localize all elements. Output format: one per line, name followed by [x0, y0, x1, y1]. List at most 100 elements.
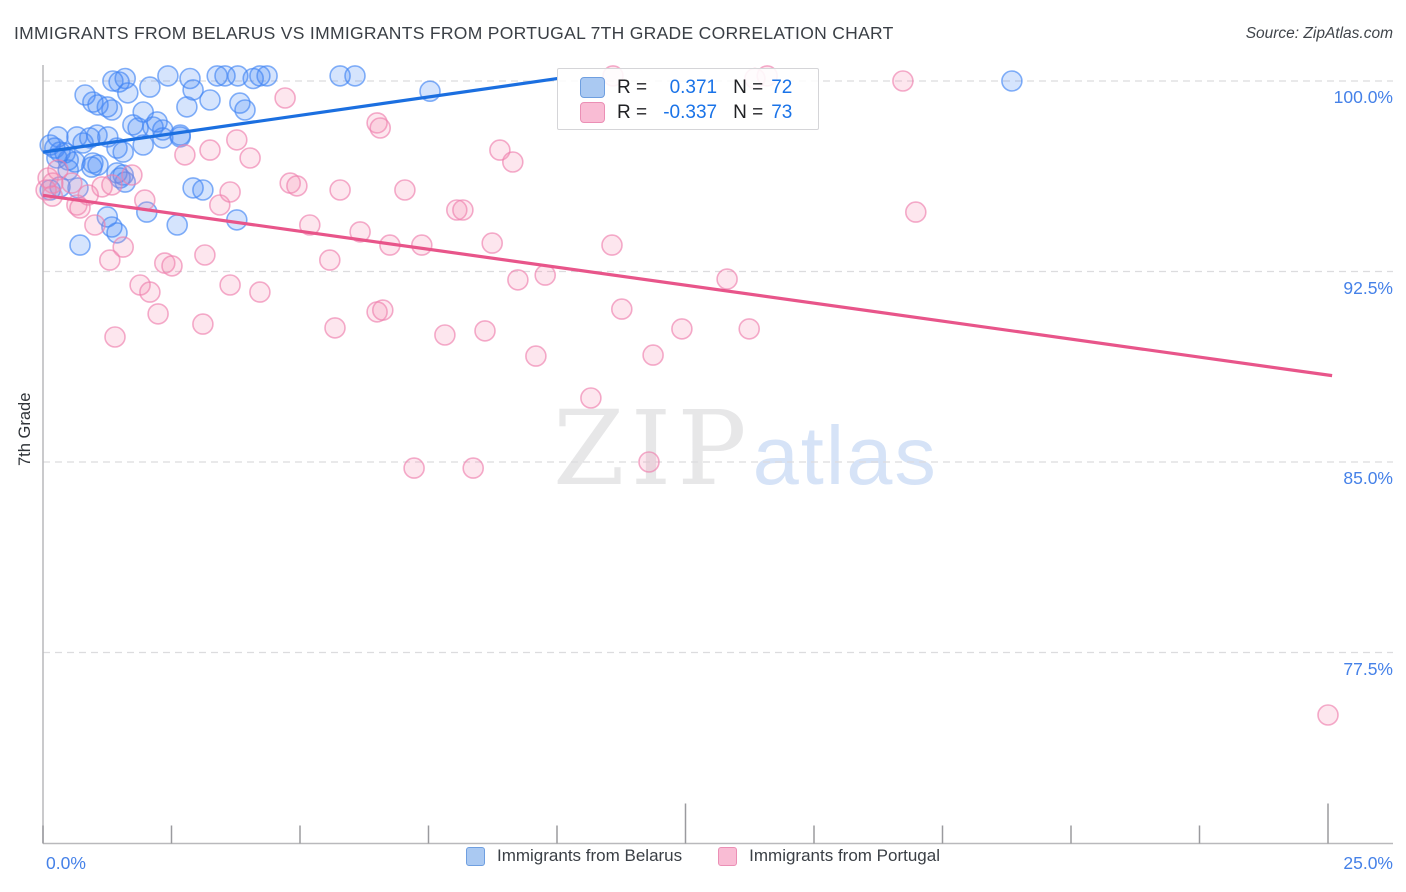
scatter-point-belarus[interactable] [101, 99, 123, 121]
scatter-point-portugal[interactable] [298, 214, 321, 236]
r-label: R = [617, 76, 648, 98]
scatter-point-portugal[interactable] [192, 313, 214, 335]
scatter-point-portugal[interactable] [324, 317, 346, 339]
scatter-point-portugal[interactable] [369, 117, 392, 139]
source-credit: Source: ZipAtlas.com [1245, 25, 1393, 42]
scatter-point-portugal[interactable] [671, 318, 693, 340]
scatter-point-belarus[interactable] [66, 126, 88, 148]
scatter-point-portugal[interactable] [286, 175, 308, 197]
scatter-point-portugal[interactable] [239, 147, 261, 169]
scatter-point-portugal[interactable] [481, 232, 504, 254]
scatter-point-portugal[interactable] [219, 274, 241, 296]
scatter-point-belarus[interactable] [112, 141, 134, 163]
scatter-point-portugal[interactable] [610, 298, 633, 320]
scatter-point-portugal[interactable] [329, 179, 351, 201]
scatter-point-portugal[interactable] [394, 179, 416, 201]
scatter-point-portugal[interactable] [580, 387, 602, 409]
scatter-point-portugal[interactable] [194, 244, 216, 266]
scatter-point-portugal[interactable] [474, 320, 496, 342]
page-title: IMMIGRANTS FROM BELARUS VS IMMIGRANTS FR… [14, 23, 894, 43]
scatter-point-portugal[interactable] [371, 299, 394, 321]
legend-row-portugal: R = -0.337 N = 73 [580, 100, 818, 125]
scatter-point-belarus[interactable] [256, 65, 278, 87]
scatter-point-portugal[interactable] [61, 172, 83, 194]
scatter-point-belarus[interactable] [329, 65, 351, 87]
scatter-point-portugal[interactable] [1317, 704, 1339, 726]
scatter-point-portugal[interactable] [445, 199, 468, 221]
correlation-legend-box: R = 0.371 N = 72 R = -0.337 N = 73 [557, 68, 819, 130]
series-legend: Immigrants from Belarus Immigrants from … [0, 846, 1406, 866]
scatter-point-belarus[interactable] [234, 99, 256, 121]
scatter-point-portugal[interactable] [738, 318, 761, 340]
y-axis-title: 7th Grade [16, 392, 34, 466]
scatter-point-belarus[interactable] [182, 79, 204, 101]
x-axis-max-label: 25.0% [1343, 853, 1393, 873]
scatter-point-portugal[interactable] [219, 181, 241, 203]
scatter-point-belarus[interactable] [1001, 70, 1023, 92]
scatter-point-belarus[interactable] [166, 214, 188, 236]
scatter-point-portugal[interactable] [892, 70, 914, 92]
scatter-point-portugal[interactable] [101, 174, 123, 196]
belarus-swatch [580, 77, 605, 98]
scatter-point-portugal[interactable] [318, 249, 341, 271]
scatter-point-portugal[interactable] [226, 129, 248, 151]
scatter-point-portugal[interactable] [601, 234, 623, 256]
scatter-point-belarus[interactable] [108, 71, 130, 93]
scatter-point-portugal[interactable] [47, 159, 69, 181]
x-axis-min-label: 0.0% [46, 853, 86, 873]
portugal-swatch [580, 102, 605, 123]
n-label: N = [733, 101, 764, 123]
scatter-point-portugal[interactable] [199, 139, 221, 161]
scatter-point-belarus[interactable] [47, 126, 69, 148]
scatter-point-belarus[interactable] [117, 82, 139, 104]
y-tick-label-100: 100.0% [1333, 87, 1393, 107]
legend-item-belarus[interactable]: Immigrants from Belarus [465, 846, 683, 866]
portugal-trend-line [42, 193, 1333, 378]
scatter-point-portugal[interactable] [716, 268, 738, 290]
n-value: 73 [771, 101, 793, 123]
scatter-point-portugal[interactable] [161, 255, 183, 277]
scatter-point-portugal[interactable] [249, 281, 271, 303]
scatter-point-portugal[interactable] [174, 144, 196, 166]
scatter-point-portugal[interactable] [274, 87, 296, 109]
scatter-point-belarus[interactable] [81, 156, 103, 178]
scatter-point-portugal[interactable] [403, 457, 425, 479]
scatter-point-portugal[interactable] [642, 344, 664, 366]
belarus-legend-label: Immigrants from Belarus [496, 846, 683, 865]
scatter-point-belarus[interactable] [344, 65, 366, 87]
scatter-point-belarus[interactable] [96, 206, 119, 228]
scatter-point-portugal[interactable] [104, 326, 126, 348]
scatter-point-portugal[interactable] [452, 199, 474, 221]
r-label: R = [617, 101, 648, 123]
scatter-point-belarus[interactable] [157, 65, 179, 87]
scatter-point-portugal[interactable] [84, 214, 106, 236]
scatter-point-portugal[interactable] [349, 221, 371, 243]
legend-item-portugal[interactable]: Immigrants from Portugal [718, 846, 940, 866]
scatter-point-portugal[interactable] [507, 269, 529, 291]
scatter-point-portugal[interactable] [501, 151, 524, 173]
scatter-point-belarus[interactable] [69, 234, 91, 256]
scatter-point-portugal[interactable] [99, 249, 121, 271]
scatter-point-portugal[interactable] [410, 234, 433, 256]
scatter-point-portugal[interactable] [121, 164, 143, 186]
n-label: N = [733, 76, 764, 98]
portugal-legend-label: Immigrants from Portugal [749, 846, 940, 865]
scatter-point-belarus[interactable] [199, 89, 221, 111]
r-value: -0.337 [663, 101, 718, 123]
scatter-point-portugal[interactable] [69, 197, 91, 219]
scatter-point-belarus[interactable] [192, 179, 214, 201]
y-tick-label-85: 85.0% [1343, 468, 1393, 488]
scatter-point-portugal[interactable] [525, 345, 547, 367]
scatter-point-portugal[interactable] [139, 281, 161, 303]
scatter-point-portugal[interactable] [147, 303, 169, 325]
scatter-point-portugal[interactable] [638, 451, 660, 473]
belarus-legend-swatch [465, 846, 485, 866]
portugal-legend-swatch [718, 846, 738, 866]
scatter-point-portugal[interactable] [904, 201, 927, 223]
scatter-point-portugal[interactable] [112, 236, 134, 258]
scatter-point-belarus[interactable] [139, 76, 161, 98]
scatter-point-portugal[interactable] [462, 457, 485, 479]
scatter-point-belarus[interactable] [249, 65, 271, 87]
scatter-point-portugal[interactable] [434, 324, 456, 346]
